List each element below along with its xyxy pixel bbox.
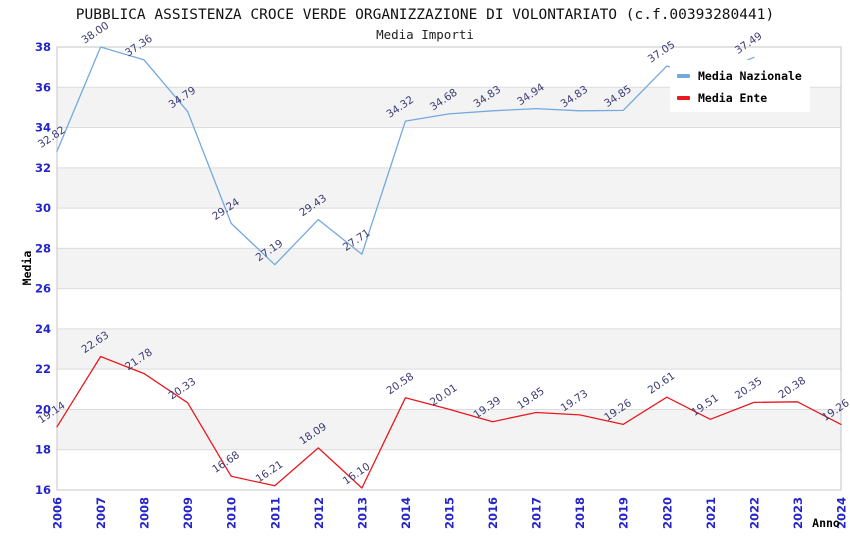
plot-border [56, 46, 842, 491]
x-tick-label: 2011 [268, 497, 282, 529]
x-tick-label: 2016 [486, 497, 500, 529]
grid-band [57, 409, 841, 450]
x-tick-label: 2021 [704, 497, 718, 529]
x-tick-label: 2019 [617, 497, 631, 529]
media-nazionale-line-icon [677, 74, 690, 78]
data-label: 20.38 [776, 375, 808, 402]
data-label: 20.35 [733, 375, 765, 402]
chart-title: PUBBLICA ASSISTENZA CROCE VERDE ORGANIZZ… [75, 7, 775, 23]
y-tick-label: 20 [35, 402, 51, 416]
data-label: 19.85 [515, 385, 547, 412]
series-line-media-nazionale [56, 46, 755, 266]
x-tick-label: 2013 [355, 497, 369, 529]
grid-band [57, 167, 841, 209]
legend-label-media-ente: Media Ente [698, 91, 768, 105]
data-label: 20.01 [428, 382, 460, 409]
x-tick-label: 2006 [51, 497, 65, 529]
y-tick-label: 28 [35, 241, 51, 255]
data-label: 37.49 [733, 30, 765, 57]
legend-item-media-nazionale: Media Nazionale [677, 65, 810, 87]
y-tick-label: 22 [35, 362, 51, 376]
y-tick-label: 24 [35, 322, 51, 336]
data-label: 20.61 [646, 370, 678, 397]
data-label: 20.33 [167, 376, 199, 403]
legend-label-media-nazionale: Media Nazionale [698, 69, 802, 83]
y-tick-label: 18 [35, 443, 51, 457]
data-label: 38.00 [80, 20, 112, 47]
y-tick-label: 26 [35, 282, 51, 296]
x-tick-label: 2022 [747, 497, 761, 529]
legend-item-media-ente: Media Ente [677, 87, 810, 109]
x-tick-label: 2009 [181, 497, 195, 529]
y-tick-label: 30 [35, 201, 51, 215]
x-tick-label: 2020 [660, 497, 674, 529]
series-line-media-ente [56, 355, 842, 489]
x-tick-label: 2010 [225, 497, 239, 529]
x-tick-label: 2018 [573, 497, 587, 529]
legend: Media Nazionale Media Ente [670, 60, 810, 112]
y-tick-label: 16 [35, 483, 51, 497]
x-axis-title: Anno [812, 516, 840, 530]
y-tick-label: 38 [35, 40, 51, 54]
x-tick-label: 2015 [443, 497, 457, 529]
y-tick-label: 36 [35, 80, 51, 94]
chart-subtitle: Media Importi [376, 27, 474, 42]
y-axis-title: Media [20, 251, 34, 286]
x-tick-label: 2014 [399, 497, 413, 529]
x-tick-label: 2017 [530, 497, 544, 529]
x-tick-label: 2007 [94, 497, 108, 529]
y-tick-label: 32 [35, 161, 51, 175]
grid-band [57, 248, 841, 289]
data-label: 37.36 [123, 32, 155, 59]
y-tick-label: 34 [35, 121, 51, 135]
x-tick-label: 2012 [312, 497, 326, 529]
x-tick-label: 2023 [791, 497, 805, 529]
media-ente-line-icon [677, 96, 690, 100]
grid-band [57, 328, 841, 370]
data-label: 16.68 [210, 449, 242, 476]
x-tick-label: 2008 [138, 497, 152, 529]
data-label: 20.58 [384, 371, 416, 398]
x-tick-label: 2024 [835, 497, 849, 529]
